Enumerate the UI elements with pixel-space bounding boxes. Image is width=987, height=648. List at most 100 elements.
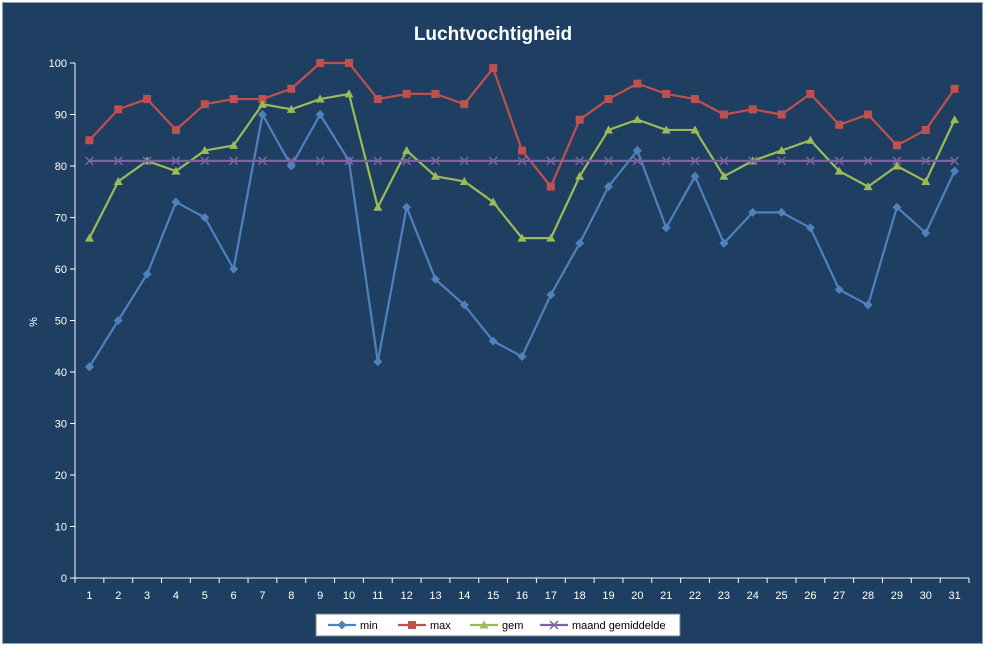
data-point-min — [748, 207, 758, 217]
data-point-min — [229, 264, 239, 274]
legend-label-gem: gem — [502, 620, 523, 632]
y-tick-label: 20 — [55, 470, 67, 482]
data-point-min — [459, 300, 469, 310]
data-point-gem — [632, 115, 642, 124]
data-point-gem — [315, 94, 325, 103]
data-point-maand-gemiddelde — [863, 156, 873, 166]
data-point-maand-gemiddelde — [200, 156, 210, 166]
x-tick-label: 27 — [833, 590, 845, 602]
series-max — [85, 59, 959, 191]
x-tick-label: 12 — [401, 590, 413, 602]
data-point-maand-gemiddelde — [142, 156, 152, 166]
data-point-gem — [892, 161, 902, 170]
x-tick-label: 13 — [429, 590, 441, 602]
x-tick-label: 8 — [288, 590, 294, 602]
data-point-maand-gemiddelde — [171, 156, 181, 166]
data-point-maand-gemiddelde — [459, 156, 469, 166]
data-point-maand-gemiddelde — [517, 156, 527, 166]
data-point-gem — [373, 202, 383, 211]
data-point-min — [921, 228, 931, 238]
data-point-maand-gemiddelde — [344, 156, 354, 166]
data-point-maand-gemiddelde — [892, 156, 902, 166]
data-point-gem — [575, 171, 585, 180]
x-tick-label: 25 — [775, 590, 787, 602]
y-tick-label: 90 — [55, 110, 67, 122]
x-tick-label: 11 — [372, 590, 383, 602]
legend-marker-gem — [479, 620, 489, 629]
data-point-max — [344, 59, 353, 67]
data-point-max — [546, 182, 555, 191]
data-point-min — [257, 110, 267, 119]
series-line-gem — [88, 92, 956, 240]
data-point-gem — [286, 104, 296, 113]
data-point-maand-gemiddelde — [690, 156, 700, 166]
data-point-min — [517, 352, 527, 362]
x-tick-label: 10 — [343, 590, 355, 602]
x-tick-label: 19 — [602, 590, 614, 602]
legend-marker-min — [337, 620, 347, 630]
x-tick-label: 17 — [545, 590, 557, 602]
chart-svg: Luchtvochtigheid % 0 10 20 30 40 50 60 70 80 90 10… — [28, 24, 970, 637]
data-point-min — [690, 171, 700, 181]
x-tick-label: 15 — [487, 590, 499, 602]
data-point-maand-gemiddelde — [257, 156, 267, 166]
data-point-min — [200, 213, 210, 222]
x-tick-label: 6 — [231, 590, 237, 602]
data-point-gem — [84, 233, 94, 242]
data-point-min — [863, 300, 873, 310]
data-point-maand-gemiddelde — [373, 156, 383, 166]
series-maand-gemiddelde — [84, 156, 960, 166]
data-point-min — [171, 197, 181, 207]
y-tick-label: 70 — [55, 213, 67, 225]
data-point-min — [777, 207, 787, 217]
data-point-min — [315, 110, 325, 119]
data-point-min — [142, 269, 152, 279]
x-tick-label: 4 — [173, 590, 179, 602]
data-point-max — [229, 95, 238, 104]
x-tick-label: 18 — [574, 590, 586, 602]
data-point-min — [661, 223, 671, 233]
data-point-gem — [950, 115, 960, 124]
data-point-max — [431, 89, 440, 98]
data-point-maand-gemiddelde — [286, 156, 296, 166]
data-point-gem — [488, 197, 498, 206]
data-point-maand-gemiddelde — [603, 156, 614, 166]
data-point-maand-gemiddelde — [777, 156, 787, 166]
x-tick-label: 28 — [862, 590, 874, 602]
data-point-min — [892, 202, 902, 212]
series-line-max — [88, 61, 956, 188]
y-tick-label: 80 — [55, 161, 67, 173]
data-point-max — [950, 84, 959, 93]
legend-label-min: min — [360, 620, 378, 632]
data-point-max — [921, 125, 930, 134]
data-point-min — [632, 146, 642, 156]
data-point-min — [950, 166, 960, 176]
y-tick-label: 50 — [55, 316, 67, 328]
data-point-max — [316, 59, 325, 67]
x-tick-label: 30 — [920, 590, 932, 602]
x-tick-label: 29 — [891, 590, 903, 602]
data-point-max — [777, 110, 786, 119]
x-tick-label: 26 — [804, 590, 816, 602]
data-point-gem — [459, 176, 469, 185]
series-gem — [84, 89, 960, 242]
x-tick-label: 20 — [631, 590, 643, 602]
data-point-gem — [113, 176, 123, 185]
data-point-gem — [546, 233, 556, 242]
data-point-gem — [430, 171, 440, 180]
legend-marker-max — [408, 621, 416, 629]
data-point-max — [719, 110, 728, 119]
data-point-max — [806, 89, 815, 98]
data-point-maand-gemiddelde — [950, 156, 960, 166]
legend-label-maand-gemiddelde: maand gemiddelde — [572, 620, 666, 632]
x-tick-label: 7 — [259, 590, 265, 602]
chart-title: Luchtvochtigheid — [414, 24, 572, 45]
y-tick-label: 40 — [55, 367, 67, 379]
data-point-min — [373, 357, 383, 367]
data-point-max — [85, 136, 94, 145]
data-point-min — [286, 161, 296, 171]
data-point-min — [719, 238, 729, 248]
data-point-min — [113, 316, 123, 325]
data-point-gem — [690, 125, 700, 134]
y-axis-label: % — [28, 317, 40, 327]
